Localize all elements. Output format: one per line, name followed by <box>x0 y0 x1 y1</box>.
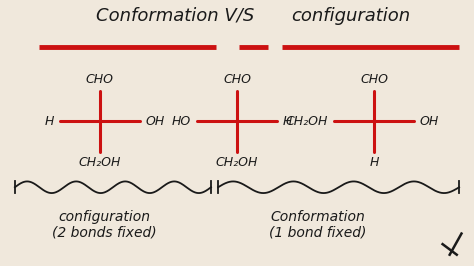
Text: Conformation V/S: Conformation V/S <box>96 6 255 24</box>
Text: H: H <box>45 115 54 128</box>
Text: Conformation
(1 bond fixed): Conformation (1 bond fixed) <box>269 210 366 240</box>
Text: configuration: configuration <box>291 6 410 24</box>
Text: OH: OH <box>146 115 165 128</box>
Text: CHO: CHO <box>223 73 251 86</box>
Text: H: H <box>283 115 292 128</box>
Text: CH₂OH: CH₂OH <box>286 115 328 128</box>
Text: configuration
(2 bonds fixed): configuration (2 bonds fixed) <box>52 210 157 240</box>
Text: H: H <box>369 156 379 169</box>
Text: OH: OH <box>420 115 439 128</box>
Text: HO: HO <box>172 115 191 128</box>
Text: CH₂OH: CH₂OH <box>216 156 258 169</box>
Text: CHO: CHO <box>360 73 388 86</box>
Text: CHO: CHO <box>86 73 114 86</box>
Text: CH₂OH: CH₂OH <box>79 156 121 169</box>
